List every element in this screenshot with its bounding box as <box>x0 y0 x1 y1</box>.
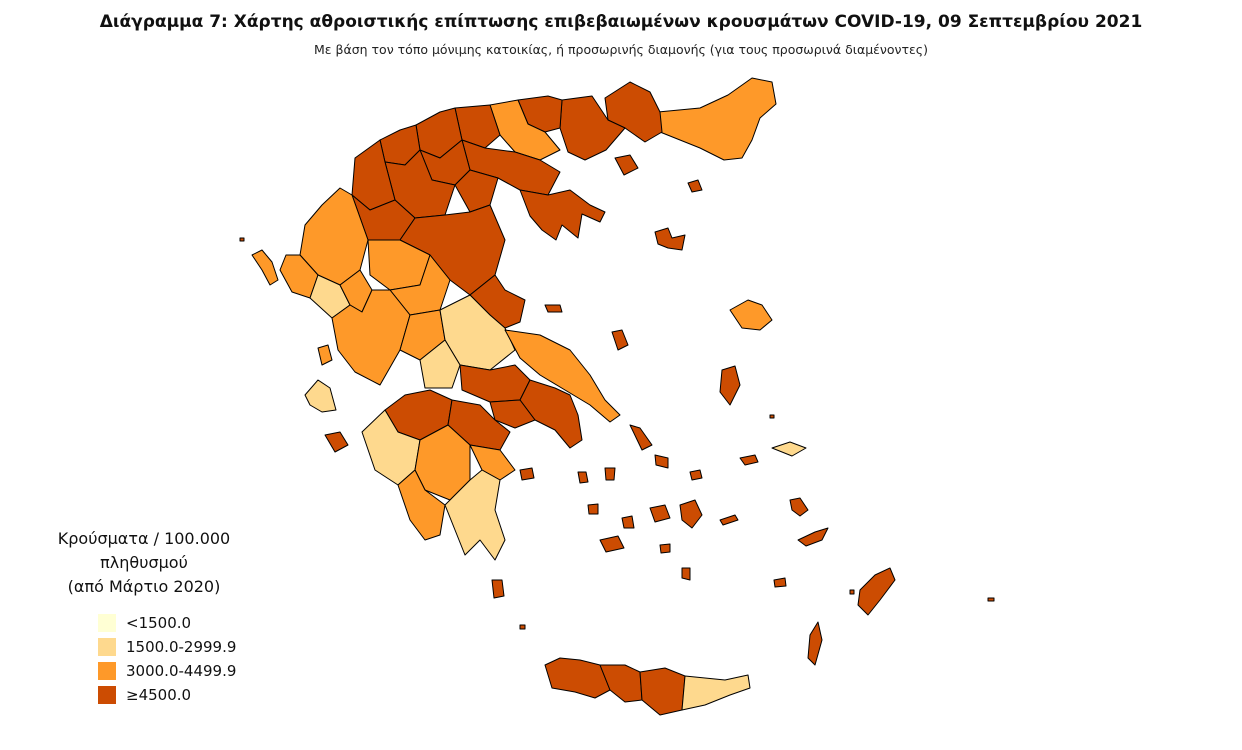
region-serifos <box>587 503 599 515</box>
legend-swatch <box>98 686 116 704</box>
legend-item-ge4500: ≥4500.0 <box>98 683 344 707</box>
region-astypalaia <box>773 577 787 588</box>
region-paros <box>649 504 671 523</box>
region-tinos <box>654 454 669 469</box>
legend-item-3000-4499: 3000.0-4499.9 <box>98 659 344 683</box>
region-milos <box>599 535 625 553</box>
region-fokida <box>419 339 461 389</box>
region-ios <box>659 543 671 554</box>
region-kythira <box>491 579 505 599</box>
region-mykonos <box>689 469 703 481</box>
region-lasithi <box>681 674 751 711</box>
region-karpathos <box>807 621 823 666</box>
region-thasos <box>614 154 639 176</box>
region-zakynthos <box>324 431 349 453</box>
region-ikaria <box>739 454 759 466</box>
legend-swatch <box>98 638 116 656</box>
legend-label: 3000.0-4499.9 <box>126 662 237 680</box>
region-chalkidiki <box>519 189 606 241</box>
region-thrace-xanthi <box>559 95 626 161</box>
map-title: Διάγραμμα 7: Χάρτης αθροιστικής επίπτωση… <box>99 12 1143 32</box>
legend-label: <1500.0 <box>126 614 192 632</box>
region-lakonia <box>444 469 506 561</box>
legend-list: <1500.0 1500.0-2999.9 3000.0-4499.9 ≥450… <box>14 611 344 707</box>
region-pieria <box>454 169 499 213</box>
legend-swatch <box>98 662 116 680</box>
legend-swatch <box>98 614 116 632</box>
region-amorgos <box>719 514 739 526</box>
region-limnos <box>654 227 686 251</box>
region-viotia <box>459 364 531 403</box>
region-messinia <box>397 469 446 541</box>
legend-item-1500-2999: 1500.0-2999.9 <box>98 635 344 659</box>
region-serres <box>489 99 561 161</box>
legend-label: ≥4500.0 <box>126 686 192 704</box>
legend-title-line1: Κρούσματα / 100.000 πληθυσμού <box>57 529 231 572</box>
region-aegina <box>519 467 535 481</box>
legend-title-line2: (από Μάρτιο 2020) <box>67 577 221 596</box>
region-lesvos <box>729 299 773 331</box>
region-samos <box>771 441 807 457</box>
region-argolida <box>469 444 516 481</box>
region-heraklion <box>639 667 686 716</box>
region-west-attica <box>489 399 536 429</box>
region-attica <box>519 379 583 449</box>
region-sporades <box>544 304 563 313</box>
legend-item-lt1500: <1500.0 <box>98 611 344 635</box>
region-kefalonia <box>304 379 337 413</box>
region-andros <box>629 424 653 451</box>
region-evia <box>504 329 621 423</box>
map-legend: Κρούσματα / 100.000 πληθυσμού (από Μάρτι… <box>14 527 344 707</box>
region-lefkada <box>317 344 333 366</box>
region-sifnos <box>621 515 635 529</box>
region-syros <box>604 467 616 481</box>
region-kea <box>577 471 589 484</box>
legend-label: 1500.0-2999.9 <box>126 638 237 656</box>
map-subtitle: Με βάση τον τόπο μόνιμης κατοικίας, ή πρ… <box>313 42 929 57</box>
islet-marks <box>239 237 995 630</box>
region-santorini <box>681 567 691 581</box>
region-kos <box>797 527 829 547</box>
region-naxos <box>679 499 703 529</box>
region-chios <box>719 365 741 406</box>
region-chania <box>544 657 611 699</box>
region-rhodes <box>857 567 896 616</box>
region-skyros <box>611 329 629 351</box>
region-thrace-east <box>657 77 777 161</box>
region-corfu <box>251 249 279 286</box>
region-patmos <box>789 497 809 517</box>
region-samothraki <box>687 179 703 193</box>
